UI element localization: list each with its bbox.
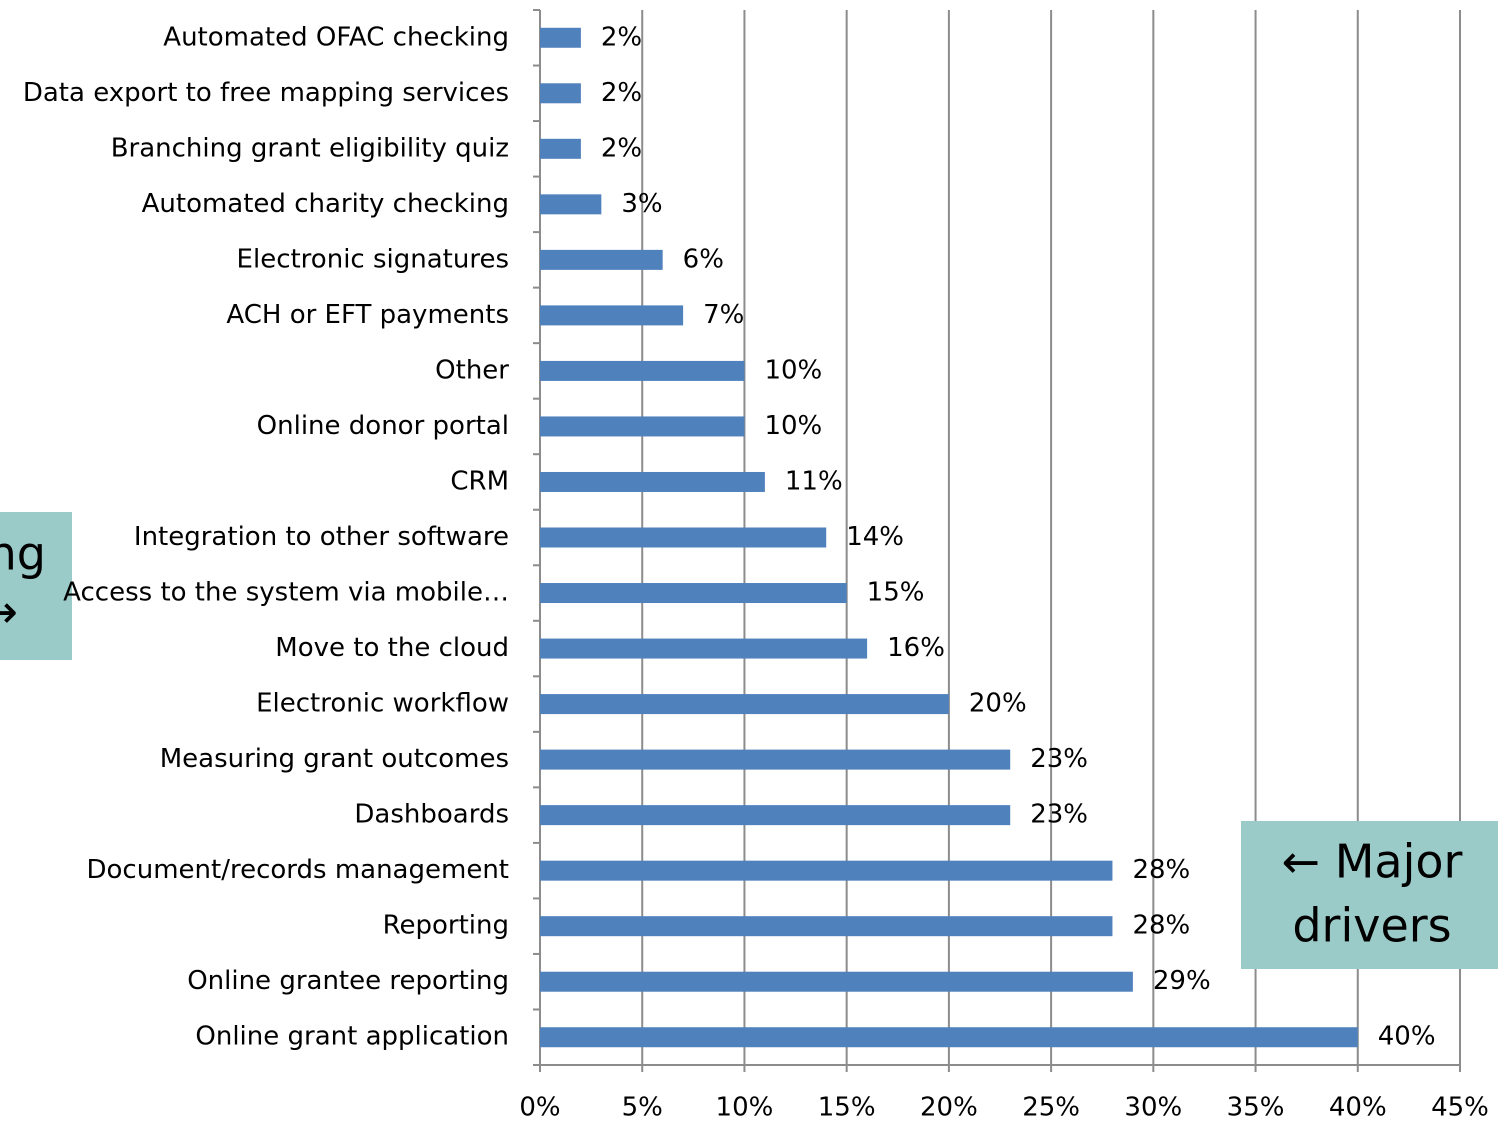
y-tick-label: Automated OFAC checking <box>163 22 509 52</box>
annotation: drivers <box>1292 899 1451 953</box>
y-tick-label: Automated charity checking <box>142 189 509 219</box>
y-tick-label: Dashboards <box>354 800 509 830</box>
bar <box>540 416 745 437</box>
y-tick-label: Reporting <box>383 911 509 941</box>
bar <box>540 694 949 715</box>
y-tick-label: Online donor portal <box>257 411 509 441</box>
annotation: ← Major <box>1282 835 1463 889</box>
data-label: 20% <box>969 689 1027 719</box>
data-label: 10% <box>764 411 822 441</box>
bar <box>540 305 684 326</box>
data-label: 2% <box>601 133 642 163</box>
bar <box>540 1027 1358 1048</box>
data-label: 16% <box>887 633 945 663</box>
y-tick-label: Other <box>435 355 509 385</box>
x-tick-label: 25% <box>1022 1093 1080 1123</box>
y-tick-label: Electronic workflow <box>256 689 509 719</box>
y-tick-label: Move to the cloud <box>275 633 509 663</box>
bar <box>540 83 581 104</box>
x-tick-label: 0% <box>519 1093 560 1123</box>
annotation: → <box>0 585 18 639</box>
x-tick-label: 5% <box>622 1093 663 1123</box>
annotation-box <box>0 512 72 660</box>
data-label: 15% <box>867 578 925 608</box>
y-tick-label: Integration to other software <box>134 522 509 552</box>
data-label: 7% <box>703 300 744 330</box>
data-label: 14% <box>846 522 904 552</box>
x-tick-label: 15% <box>818 1093 876 1123</box>
y-tick-label: Access to the system via mobile… <box>63 578 509 608</box>
data-label: 23% <box>1030 800 1088 830</box>
x-tick-label: 45% <box>1431 1093 1489 1123</box>
bar <box>540 194 602 215</box>
y-tick-label: Document/records management <box>87 855 510 885</box>
bar <box>540 138 581 159</box>
y-tick-label: ACH or EFT payments <box>226 300 509 330</box>
bar <box>540 805 1011 826</box>
annotation-box <box>1241 821 1498 969</box>
bar <box>540 971 1133 992</box>
data-label: 29% <box>1153 966 1211 996</box>
bar <box>540 360 745 381</box>
data-label: 2% <box>601 78 642 108</box>
bar <box>540 860 1113 881</box>
annotation: ng <box>0 527 46 581</box>
y-tick-label: CRM <box>450 466 509 496</box>
y-tick-label: Online grant application <box>195 1022 509 1052</box>
bar <box>540 27 581 48</box>
x-tick-label: 40% <box>1329 1093 1387 1123</box>
x-tick-label: 30% <box>1124 1093 1182 1123</box>
bar <box>540 471 765 492</box>
data-label: 6% <box>683 244 724 274</box>
bar <box>540 916 1113 937</box>
y-tick-label: Online grantee reporting <box>187 966 509 996</box>
bar <box>540 749 1011 770</box>
data-label: 2% <box>601 22 642 52</box>
y-tick-label: Measuring grant outcomes <box>160 744 509 774</box>
data-label: 11% <box>785 466 843 496</box>
bar <box>540 527 827 548</box>
data-label: 28% <box>1132 911 1190 941</box>
data-label: 40% <box>1378 1022 1436 1052</box>
data-label: 10% <box>764 355 822 385</box>
bar <box>540 638 868 659</box>
x-tick-label: 10% <box>716 1093 774 1123</box>
data-label: 3% <box>621 189 662 219</box>
bar <box>540 249 663 270</box>
x-tick-label: 20% <box>920 1093 978 1123</box>
y-tick-label: Branching grant eligibility quiz <box>111 133 509 163</box>
x-tick-label: 35% <box>1227 1093 1285 1123</box>
y-tick-label: Electronic signatures <box>237 244 509 274</box>
bar <box>540 583 847 604</box>
data-label: 28% <box>1132 855 1190 885</box>
y-tick-label: Data export to free mapping services <box>23 78 509 108</box>
data-label: 23% <box>1030 744 1088 774</box>
